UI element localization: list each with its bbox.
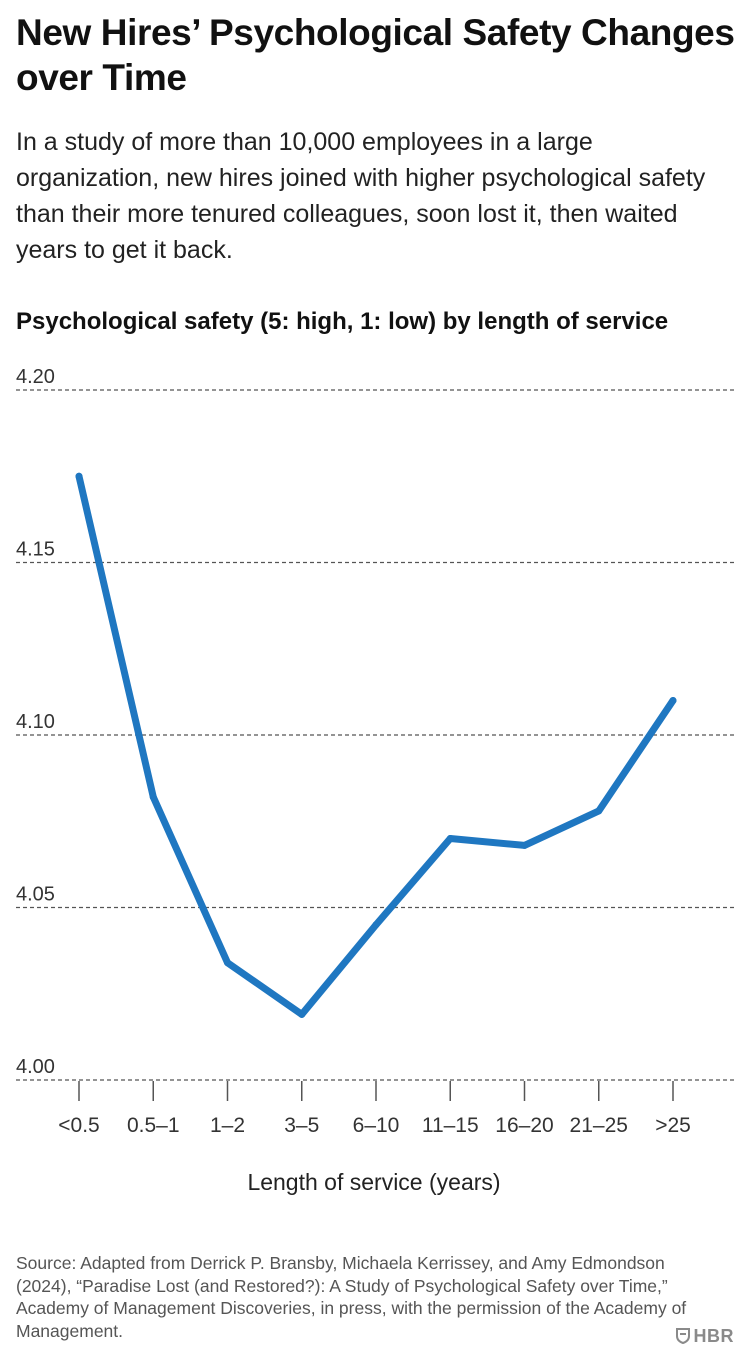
data-point xyxy=(224,959,231,967)
x-tick-label: 11–15 xyxy=(422,1114,479,1137)
data-point xyxy=(149,793,157,801)
logo-text: HBR xyxy=(693,1325,734,1346)
data-point xyxy=(521,841,528,849)
data-point xyxy=(595,807,603,815)
y-tick-label: 4.10 xyxy=(16,711,55,733)
data-series xyxy=(75,472,677,1018)
y-tick-label: 4.20 xyxy=(16,366,55,388)
chart-title: New Hires’ Psychological Safety Changes … xyxy=(16,12,735,98)
x-tick-label: <0.5 xyxy=(58,1114,99,1137)
data-point xyxy=(669,697,677,704)
data-point xyxy=(75,472,83,480)
x-tick-label: 0.5–1 xyxy=(127,1114,180,1137)
x-ticks: <0.5 0.5–1 1–2 3–5 6–10 11–15 16–20 21–25 >25 xyxy=(58,1081,691,1137)
y-tick-label: 4.15 xyxy=(16,539,55,561)
x-tick-label: 16–20 xyxy=(495,1114,553,1137)
x-tick-label: 1–2 xyxy=(210,1114,245,1137)
chart-heading: Psychological safety (5: high, 1: low) b… xyxy=(16,308,669,335)
x-tick-label: 3–5 xyxy=(284,1114,319,1137)
y-tick-labels: 4.20 4.15 4.10 4.05 4.00 xyxy=(16,366,55,1078)
x-tick-label: 21–25 xyxy=(570,1114,628,1137)
source-note: Source: Adapted from Derrick P. Bransby,… xyxy=(16,1253,687,1341)
series-line xyxy=(75,472,677,1018)
y-tick-label: 4.00 xyxy=(16,1056,55,1078)
shield-icon xyxy=(675,1328,690,1344)
x-tick-label: 6–10 xyxy=(353,1114,400,1137)
chart-subtitle: In a study of more than 10,000 employees… xyxy=(16,128,706,264)
gridlines xyxy=(16,389,736,1081)
hbr-logo: HBR xyxy=(675,1322,735,1350)
y-tick-label: 4.05 xyxy=(16,884,55,906)
x-tick-label: >25 xyxy=(655,1114,691,1137)
data-point xyxy=(372,921,380,929)
data-point xyxy=(446,835,454,842)
x-axis-label: Length of service (years) xyxy=(247,1169,500,1195)
data-point xyxy=(298,1010,306,1018)
